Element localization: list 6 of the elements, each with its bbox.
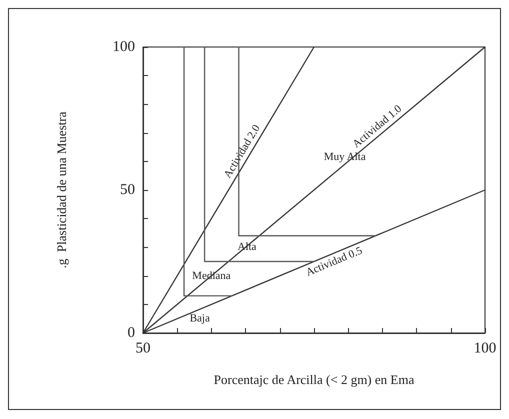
y-tick-label: 100 — [112, 39, 135, 55]
y-tick-label: 50 — [120, 182, 135, 198]
x-axis-title: Porcentajc de Arcilla (< 2 gm) en Ema — [214, 372, 414, 387]
annotation: Baja — [190, 312, 210, 325]
y-tick-label: 0 — [128, 325, 135, 341]
y-axis-title: .g Plasticidad de una Muestra — [54, 111, 69, 268]
